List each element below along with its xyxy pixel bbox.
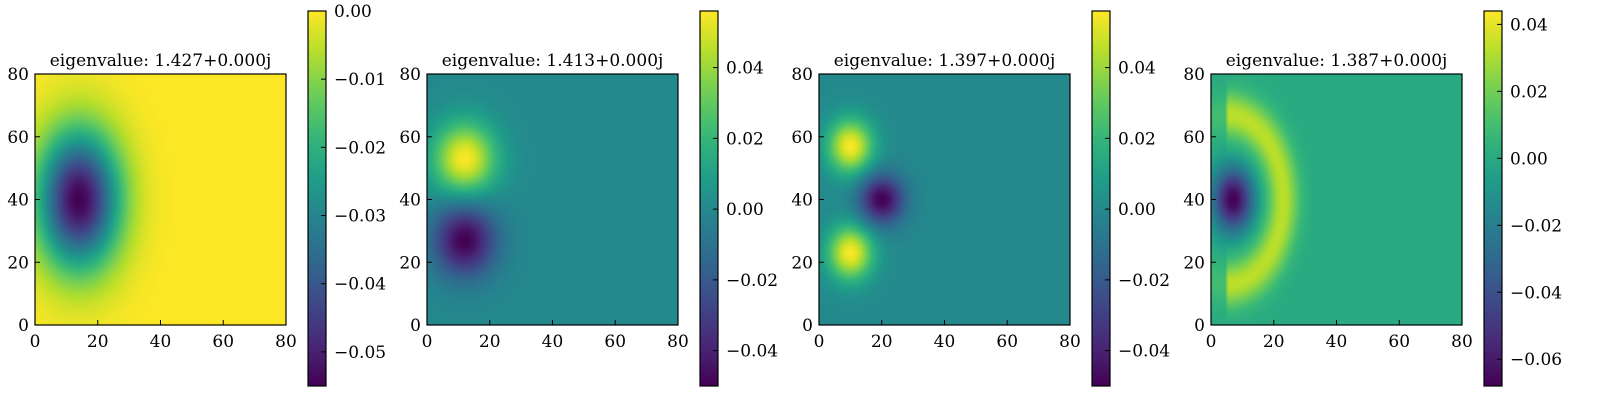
chart-panel-3: eigenvalue: 1.397+0.000j 0 20 40 60 80 0 20 40 60… <box>791 10 1170 387</box>
x-tick-label: 20 <box>871 332 893 352</box>
chart-panel-2: eigenvalue: 1.413+0.000j 0 20 40 60 80 0 20 40 60… <box>399 10 778 387</box>
y-tick-label: 40 <box>1183 191 1205 211</box>
y-tick-label: 20 <box>791 253 813 273</box>
colorbar-tick-label: −0.04 <box>334 275 386 295</box>
colorbar-tick-label: −0.02 <box>334 138 386 158</box>
y-tick-label: 0 <box>18 316 29 336</box>
y-tick-label: 80 <box>1183 65 1205 85</box>
colorbar-tick-label: −0.02 <box>726 271 778 291</box>
y-tick-label: 20 <box>1183 253 1205 273</box>
x-tick-label: 0 <box>814 332 825 352</box>
y-tick-label: 40 <box>399 191 421 211</box>
colorbar-2 <box>699 10 719 387</box>
colorbar-tick-label: −0.05 <box>334 343 386 363</box>
y-tick-label: 60 <box>1183 128 1205 148</box>
chart-title: eigenvalue: 1.387+0.000j <box>1226 51 1448 71</box>
x-tick-label: 20 <box>479 332 501 352</box>
x-tick-label: 60 <box>212 332 234 352</box>
x-tick-label: 80 <box>275 332 297 352</box>
chart-title: eigenvalue: 1.397+0.000j <box>834 51 1056 71</box>
colorbar-1 <box>307 10 327 387</box>
x-tick-label: 80 <box>667 332 689 352</box>
y-tick-label: 40 <box>791 191 813 211</box>
x-tick-label: 40 <box>542 332 564 352</box>
colorbar-4 <box>1483 10 1503 387</box>
chart-panel-1: eigenvalue: 1.427+0.000j 0 20 40 60 80 0 20 40 60… <box>7 2 386 387</box>
colorbar-tick-label: 0.02 <box>1510 82 1548 102</box>
heatmap-image-3 <box>819 74 1070 325</box>
colorbar-tick-label: −0.04 <box>1510 283 1562 303</box>
x-tick-label: 60 <box>996 332 1018 352</box>
x-tick-label: 20 <box>1263 332 1285 352</box>
x-tick-label: 0 <box>30 332 41 352</box>
colorbar-tick-label: 0.00 <box>726 200 764 220</box>
colorbar-tick-label: −0.03 <box>334 207 386 227</box>
heatmap-image-2 <box>427 74 678 325</box>
colorbar-tick-label: −0.04 <box>726 342 778 362</box>
colorbar-tick-label: −0.02 <box>1118 271 1170 291</box>
chart-title: eigenvalue: 1.427+0.000j <box>50 51 272 71</box>
colorbar-tick-label: 0.02 <box>1118 129 1156 149</box>
y-tick-label: 20 <box>399 253 421 273</box>
x-tick-label: 0 <box>1206 332 1217 352</box>
colorbar-tick-label: −0.04 <box>1118 342 1170 362</box>
chart-panel-4: eigenvalue: 1.387+0.000j 0 20 40 60 80 0 20 40 60… <box>1183 10 1562 387</box>
heatmap-image-1 <box>35 74 286 325</box>
y-tick-label: 80 <box>7 65 29 85</box>
y-tick-label: 0 <box>410 316 421 336</box>
x-tick-label: 20 <box>87 332 109 352</box>
y-tick-label: 0 <box>1194 316 1205 336</box>
y-tick-label: 80 <box>791 65 813 85</box>
x-tick-label: 60 <box>1388 332 1410 352</box>
y-tick-label: 40 <box>7 191 29 211</box>
colorbar-tick-label: −0.06 <box>1510 350 1562 370</box>
colorbar-3 <box>1091 10 1111 387</box>
colorbar-tick-label: −0.02 <box>1510 216 1562 236</box>
colorbar-tick-label: −0.01 <box>334 70 386 90</box>
heatmap-image-4 <box>1211 74 1462 325</box>
y-tick-label: 20 <box>7 253 29 273</box>
x-tick-label: 40 <box>1326 332 1348 352</box>
y-tick-label: 80 <box>399 65 421 85</box>
x-tick-label: 80 <box>1059 332 1081 352</box>
colorbar-tick-label: 0.00 <box>334 2 372 22</box>
colorbar-tick-label: 0.02 <box>726 129 764 149</box>
colorbar-tick-label: 0.00 <box>1510 149 1548 169</box>
y-tick-label: 60 <box>791 128 813 148</box>
x-tick-label: 40 <box>150 332 172 352</box>
colorbar-tick-label: 0.04 <box>1118 59 1156 79</box>
chart-title: eigenvalue: 1.413+0.000j <box>442 51 664 71</box>
x-tick-label: 40 <box>934 332 956 352</box>
colorbar-tick-label: 0.00 <box>1118 200 1156 220</box>
colorbar-tick-label: 0.04 <box>1510 15 1548 35</box>
x-tick-label: 60 <box>604 332 626 352</box>
x-tick-label: 80 <box>1451 332 1473 352</box>
colorbar-tick-label: 0.04 <box>726 59 764 79</box>
y-tick-label: 60 <box>399 128 421 148</box>
y-tick-label: 0 <box>802 316 813 336</box>
y-tick-label: 60 <box>7 128 29 148</box>
x-tick-label: 0 <box>422 332 433 352</box>
